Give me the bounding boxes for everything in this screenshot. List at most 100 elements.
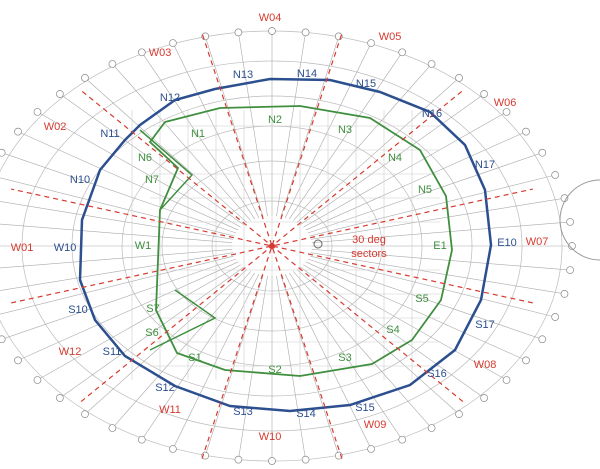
seat-marker: [169, 39, 177, 47]
grid-ray: [59, 266, 244, 399]
grid-ray: [1, 258, 237, 340]
grid-ray: [112, 63, 251, 221]
inner-zone-label: W1: [135, 240, 152, 252]
seat-marker: [566, 266, 574, 274]
sector-label: W12: [59, 346, 82, 358]
inner-divider: [139, 129, 194, 211]
sector-line: [11, 188, 533, 304]
grid-ray: [238, 275, 268, 460]
grid-ray: [112, 271, 251, 429]
outer-boundary: [78, 77, 493, 413]
grid-ray: [309, 174, 556, 237]
sector-label: W06: [494, 97, 517, 109]
seat-marker: [455, 74, 463, 82]
grid-ray: [0, 223, 233, 243]
grid-ray: [280, 36, 340, 217]
outer-stand-label: S17: [475, 319, 495, 331]
grid-ray: [0, 252, 234, 291]
seat-marker: [234, 455, 243, 464]
outer-stand-label: S15: [355, 402, 375, 414]
grid-ray: [0, 177, 235, 237]
seat-marker: [234, 28, 243, 37]
grid-ray: [280, 275, 340, 456]
grid-ray: [307, 152, 543, 234]
sector-line: [201, 33, 343, 459]
outer-stand-label: S16: [427, 368, 447, 380]
sector-line: [201, 33, 343, 459]
seat-marker: [538, 335, 547, 344]
inner-zone-label: N7: [145, 174, 159, 186]
outer-stand-label: N16: [422, 108, 442, 120]
seat-marker: [538, 148, 547, 157]
outer-stand-label: N10: [70, 174, 90, 186]
grid-ray: [59, 93, 244, 226]
grid-ray: [310, 252, 565, 295]
inner-zone-label: S7: [146, 303, 159, 315]
seat-marker: [560, 289, 569, 298]
outer-stand-label: E10: [497, 237, 517, 249]
labels: W01 W02 W03 W04 W05 W06 W07 W08 W09 W10 W11 W12 N10 N…: [11, 12, 549, 443]
seat-marker: [551, 313, 560, 321]
inner-zone-label: E1: [433, 240, 446, 252]
inner-zone-label: N1: [191, 128, 205, 140]
outer-stand-label: N12: [160, 92, 180, 104]
grid-ray: [307, 258, 543, 340]
seat-marker: [14, 127, 22, 136]
outer-stand-label: S10: [68, 304, 88, 316]
annotation: 30 deg: [352, 234, 386, 246]
sector-label: W09: [364, 419, 387, 431]
outer-stand-label: S14: [296, 408, 316, 420]
grid-ray: [1, 152, 237, 234]
seat-marker: [566, 218, 574, 226]
outer-stand-label: N17: [475, 159, 495, 171]
grid-ray: [305, 261, 527, 361]
seat-marker: [33, 376, 42, 384]
seat-marker: [0, 335, 6, 344]
grid-ray: [289, 52, 403, 220]
seat-marker: [398, 48, 407, 57]
center-marker: [313, 239, 323, 249]
inner-zone-label: S5: [415, 293, 428, 305]
grid-ray: [204, 275, 264, 456]
seat-marker: [367, 445, 375, 453]
sector-label: W07: [526, 236, 549, 248]
outer-stand-label: N11: [100, 128, 119, 140]
grid-ray: [204, 36, 264, 217]
inner-zone-label: N5: [418, 184, 432, 196]
outer-stand-label: W10: [54, 242, 77, 254]
seat-marker: [568, 242, 576, 250]
sector-label: W01: [11, 242, 34, 254]
grid-ray: [0, 249, 233, 269]
seat-marker: [268, 27, 276, 35]
grid-ray: [310, 197, 565, 240]
grid-ray: [303, 111, 507, 228]
grid-ray: [305, 131, 527, 231]
inner-zone-label: S2: [268, 364, 281, 376]
grid-ray: [141, 52, 255, 220]
sector-label: W02: [44, 121, 67, 133]
seat-marker: [33, 108, 42, 116]
sector-label: W08: [474, 359, 497, 371]
grid-ray: [238, 32, 268, 217]
outer-stand-label: N14: [297, 68, 317, 80]
seat-marker: [81, 74, 89, 82]
inner-zone-label: S1: [188, 352, 201, 364]
grid-ray: [17, 261, 239, 361]
seat-marker: [108, 60, 117, 68]
sector-line: [11, 188, 533, 304]
sector-label: W05: [379, 31, 402, 43]
sector-label: W03: [149, 47, 172, 59]
seat-marker: [502, 108, 511, 116]
sector-label: W10: [259, 431, 282, 443]
seat-marker: [427, 60, 436, 68]
seat-marker: [480, 394, 488, 402]
seat-marker: [268, 457, 276, 465]
grid-ray: [300, 266, 485, 399]
grid-ray: [311, 249, 571, 271]
seat-marker: [522, 127, 530, 136]
seat-marker: [301, 28, 310, 37]
grid: [0, 27, 576, 465]
seat-marker: [480, 90, 488, 98]
side-arc: [559, 179, 600, 261]
